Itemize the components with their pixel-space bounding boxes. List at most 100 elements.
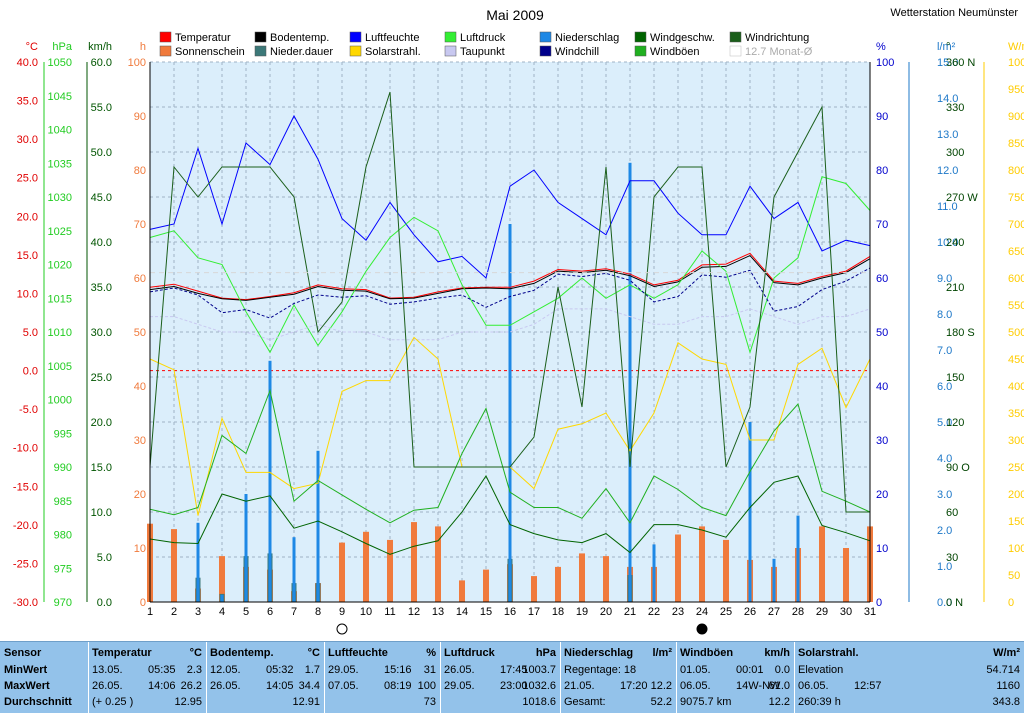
day-tick-label: 30 bbox=[840, 606, 852, 618]
table-cell: 12.91 bbox=[292, 696, 320, 708]
table-column: Solarstrahl. W/m² Elevation 54.714 06.05. 12:… bbox=[794, 642, 1024, 713]
rain-tick-label: 6.0 bbox=[937, 381, 952, 393]
table-cell: 0.0 bbox=[774, 664, 790, 676]
table-cell: 26.05. bbox=[92, 680, 123, 692]
station-name: Wetterstation Neumünster bbox=[890, 7, 1018, 19]
series-line-temperatur bbox=[149, 252, 871, 301]
precipitation-bar bbox=[316, 450, 320, 602]
precipitation-bar bbox=[796, 515, 800, 602]
sun-tick-label: 100 bbox=[128, 57, 146, 69]
table-column-unit: % bbox=[426, 647, 436, 659]
legend-label: Luftdruck bbox=[460, 32, 506, 44]
day-tick-label: 1 bbox=[147, 606, 153, 618]
rain-tick-label: 13.0 bbox=[937, 129, 958, 141]
table-cell: 52.2 bbox=[650, 696, 672, 708]
table-cell: 12.95 bbox=[174, 696, 202, 708]
table-cell: 1018.6 bbox=[522, 696, 556, 708]
day-tick-label: 12 bbox=[408, 606, 420, 618]
dir-tick-label: 360 N bbox=[946, 57, 975, 69]
sunshine-bar bbox=[171, 529, 177, 602]
table-column: Bodentemp. °C 12.05. 05:32 1.7 26.05. 14:05 34.… bbox=[206, 642, 325, 713]
precipitation-bar bbox=[268, 360, 272, 602]
series-line-windchill bbox=[149, 267, 871, 319]
table-row: 13.05. 05:35 2.3 bbox=[92, 664, 202, 678]
press-tick-label: 1045 bbox=[48, 91, 72, 103]
wind-tick-label: 55.0 bbox=[91, 102, 112, 114]
day-tick-label: 19 bbox=[576, 606, 588, 618]
table-cell: Regentage: 18 bbox=[564, 664, 637, 676]
day-tick-label: 29 bbox=[816, 606, 828, 618]
table-row: 01.05. 00:01 0.0 bbox=[680, 664, 790, 678]
table-column-unit: hPa bbox=[535, 647, 556, 659]
day-tick-label: 6 bbox=[267, 606, 273, 618]
table-cell: 06.05. bbox=[680, 680, 711, 692]
temp-tick-label: -30.0 bbox=[13, 597, 38, 609]
temp-tick-label: 25.0 bbox=[17, 173, 38, 185]
hum-axis-unit: % bbox=[876, 41, 886, 53]
table-column: Sensor MinWert MaxWert Durchschnitt bbox=[0, 642, 89, 713]
axes-layer: 40.035.030.025.020.015.010.05.00.0-5.0-1… bbox=[13, 41, 1024, 635]
series-line-taupunkt bbox=[150, 308, 871, 341]
press-tick-label: 1030 bbox=[48, 192, 72, 204]
press-tick-label: 1040 bbox=[48, 125, 72, 137]
sunshine-bar bbox=[723, 539, 729, 602]
table-column-unit: l/m² bbox=[652, 647, 672, 659]
table-cell: 1032.6 bbox=[522, 680, 556, 692]
table-row: 21.05. 17:20 12.2 bbox=[564, 680, 672, 694]
day-tick-label: 8 bbox=[315, 606, 321, 618]
day-tick-label: 9 bbox=[339, 606, 345, 618]
solar-tick-label: 850 bbox=[1008, 138, 1024, 150]
press-tick-label: 1000 bbox=[48, 395, 72, 407]
legend-swatch bbox=[349, 45, 362, 57]
table-cell: Elevation bbox=[798, 664, 844, 676]
solar-tick-label: 600 bbox=[1008, 273, 1024, 285]
sun-tick-label: 10 bbox=[134, 543, 146, 555]
legend-label: Windrichtung bbox=[745, 32, 809, 44]
temp-tick-label: 10.0 bbox=[17, 288, 38, 300]
dir-tick-label: 60 bbox=[946, 507, 958, 519]
table-cell: 00:01 bbox=[736, 664, 764, 676]
legend-swatch bbox=[159, 45, 172, 57]
sunshine-bar bbox=[843, 548, 849, 602]
wind-tick-label: 20.0 bbox=[91, 417, 112, 429]
table-cell: 12.2 bbox=[650, 680, 672, 692]
temp-tick-label: -10.0 bbox=[13, 443, 38, 455]
sun-tick-label: 20 bbox=[134, 489, 146, 501]
table-column-unit: km/h bbox=[764, 647, 790, 659]
table-column-title: Luftfeuchte bbox=[328, 647, 388, 659]
table-cell: 31 bbox=[423, 664, 436, 676]
series-line-windb-en bbox=[149, 388, 871, 524]
table-column-unit: °C bbox=[189, 647, 202, 659]
rain-tick-label: 8.0 bbox=[937, 309, 952, 321]
rain-tick-label: 11.0 bbox=[937, 201, 958, 213]
hum-tick-label: 80 bbox=[876, 165, 888, 177]
new-moon-icon bbox=[696, 623, 708, 635]
solar-tick-label: 500 bbox=[1008, 327, 1024, 339]
lines-layer bbox=[149, 91, 871, 555]
table-row: Regentage: 18 bbox=[564, 664, 672, 678]
table-cell: 2.3 bbox=[186, 664, 202, 676]
sun-tick-label: 50 bbox=[134, 327, 146, 339]
table-column-title: Temperatur bbox=[92, 647, 152, 659]
press-tick-label: 1005 bbox=[48, 361, 72, 373]
sun-tick-label: 40 bbox=[134, 381, 146, 393]
table-row: 26.05. 14:05 34.4 bbox=[210, 680, 320, 694]
precipitation-bar bbox=[748, 422, 752, 602]
rain-axis-unit: l/m² bbox=[937, 41, 956, 53]
legend-label: Sonnenschein bbox=[175, 46, 245, 58]
rain-tick-label: 4.0 bbox=[937, 453, 952, 465]
dir-tick-label: 0 N bbox=[946, 597, 963, 609]
sunshine-bar bbox=[603, 556, 609, 602]
table-cell: 1160 bbox=[996, 680, 1020, 692]
press-tick-label: 1015 bbox=[48, 293, 72, 305]
table-cell: 15:16 bbox=[384, 664, 412, 676]
table-cell: 05:35 bbox=[148, 664, 176, 676]
precipitation-bar bbox=[652, 544, 656, 602]
table-cell: 21.05. bbox=[564, 680, 595, 692]
table-cell: MaxWert bbox=[4, 680, 50, 692]
sunshine-bar bbox=[459, 580, 465, 602]
wind-tick-label: 30.0 bbox=[91, 327, 112, 339]
weather-chart: 40.035.030.025.020.015.010.05.00.0-5.0-1… bbox=[12, 7, 1024, 635]
table-column-title: Niederschlag bbox=[564, 647, 634, 659]
